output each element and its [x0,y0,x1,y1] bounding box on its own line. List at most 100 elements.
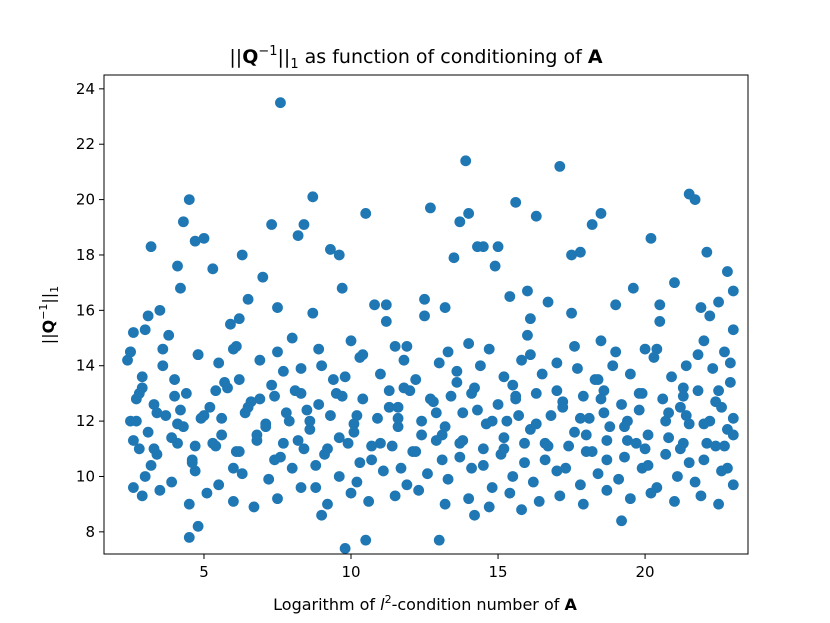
data-point [157,360,169,372]
data-point [536,368,548,380]
y-tick-label: 14 [76,357,95,375]
data-point [530,418,542,430]
data-point [677,382,689,394]
data-point [128,327,139,338]
data-point [572,363,583,374]
data-point [398,354,410,366]
data-point [469,509,480,521]
data-point [657,393,669,405]
data-point [586,219,598,230]
data-point [166,476,178,488]
data-point [375,437,386,449]
data-point [701,437,713,449]
data-point [122,354,133,366]
data-point [551,385,563,397]
data-point [510,390,522,402]
data-point [292,435,304,446]
data-point [645,232,657,244]
data-point [313,343,325,355]
data-point [560,462,572,474]
data-point [410,374,422,385]
data-point [610,299,622,311]
data-point [257,271,269,283]
data-point [254,354,266,366]
data-point [566,249,577,261]
data-point [477,460,489,471]
data-point [510,196,522,208]
y-tick-label: 18 [76,246,95,264]
data-point [698,418,710,430]
data-point [689,476,701,488]
data-point [136,371,148,383]
data-point [704,310,716,322]
data-point [357,349,369,361]
data-point [692,349,704,361]
data-point [451,376,463,388]
data-point [233,313,245,325]
data-point [669,495,680,507]
data-point [501,415,513,427]
data-point [201,487,213,499]
data-point [716,401,727,413]
data-point [586,446,598,457]
data-point [486,415,498,427]
data-point [489,260,501,272]
data-point [351,476,363,488]
data-point [698,454,710,466]
data-point [683,457,695,469]
data-point [551,465,563,477]
data-point [380,316,392,327]
data-point [145,241,157,253]
data-point [375,368,386,380]
data-point [498,443,510,455]
data-point [442,473,454,485]
data-point [519,457,530,469]
data-point [366,440,377,452]
data-point [233,446,245,457]
data-point [189,440,201,452]
data-point [213,479,225,491]
data-point [313,399,325,410]
y-axis-ticks: 8 10 12 14 16 18 20 22 24 [76,80,104,541]
data-point [727,324,739,336]
chart-title: ||Q−1||1 as function of conditioning of … [229,44,602,72]
data-point [557,401,569,413]
data-point [298,443,310,455]
data-point [327,374,339,385]
data-point [169,374,180,385]
data-point [163,329,175,341]
data-point [413,484,425,496]
data-point [689,194,701,206]
data-point [722,462,733,474]
data-point [695,302,707,313]
data-point [295,363,307,374]
data-point [325,410,336,421]
data-point [639,443,651,455]
y-tick-label: 20 [76,191,95,209]
data-point [463,208,475,219]
data-point [439,498,451,510]
data-point [569,426,580,438]
data-point [172,260,183,272]
data-point [233,374,245,385]
data-point [295,482,307,493]
data-point [566,307,577,319]
data-point [180,388,192,399]
data-point [248,501,260,513]
data-point [439,421,451,433]
data-point [154,484,166,496]
data-point [395,462,407,474]
data-point [345,335,357,347]
data-point [522,285,533,297]
data-point [583,412,595,424]
data-point [189,235,201,247]
data-point [204,401,216,413]
data-point [207,437,219,449]
data-point [130,415,142,427]
data-point [545,410,557,421]
data-point [172,418,183,430]
x-tick-label: 5 [199,563,209,581]
data-point [207,263,219,275]
x-tick-label: 15 [488,563,507,581]
data-point [283,415,295,427]
